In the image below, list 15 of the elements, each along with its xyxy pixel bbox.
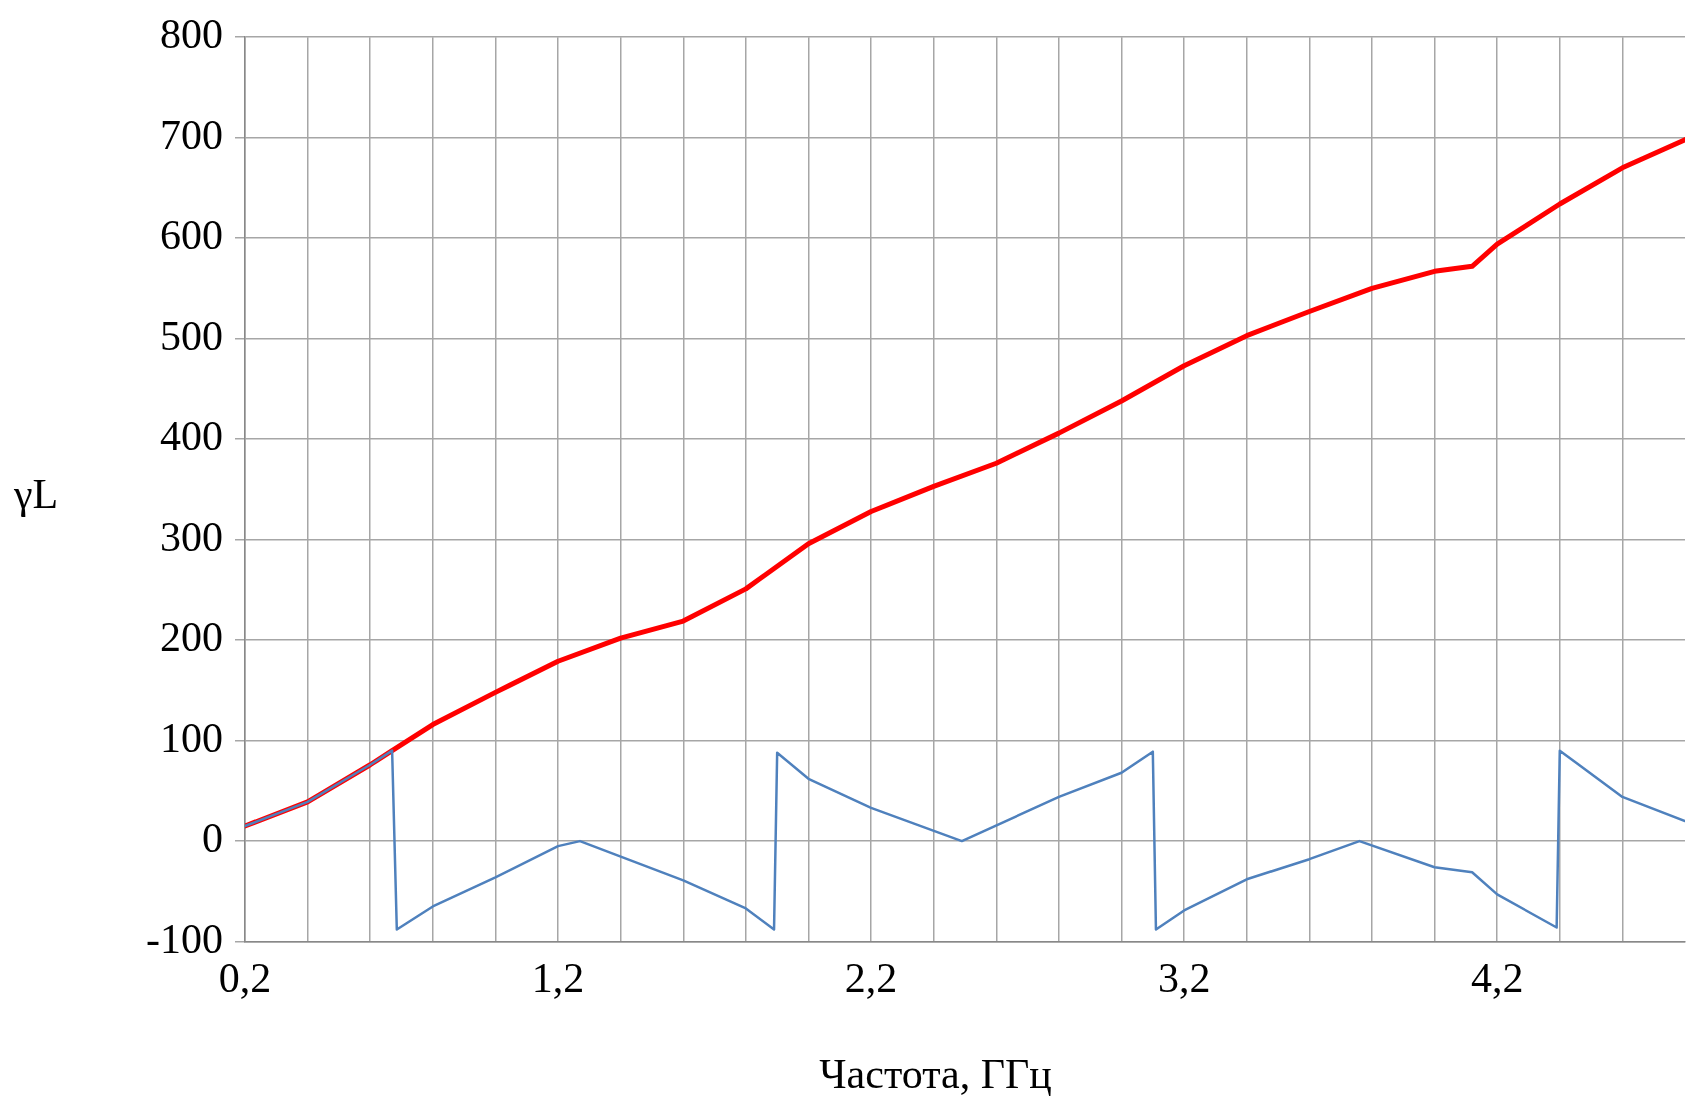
y-axis-title: γL [14, 470, 59, 518]
y-tick-label: 500 [159, 312, 223, 359]
y-tick-label: 0 [201, 815, 223, 862]
y-tick-label: 100 [159, 714, 223, 761]
y-tick-label: 300 [159, 513, 223, 560]
x-tick-label: 4,2 [1470, 954, 1524, 1001]
x-tick-label: 3,2 [1157, 954, 1211, 1001]
y-tick-label: 800 [159, 11, 223, 58]
x-tick-label: 1,2 [531, 954, 585, 1001]
x-axis-title: Частота, ГГц [818, 1050, 1053, 1098]
y-tick-label: 600 [159, 212, 223, 259]
y-tick-label: 700 [159, 111, 223, 158]
y-tick-label: 400 [159, 413, 223, 460]
y-tick-label: 200 [159, 614, 223, 661]
x-tick-label: 2,2 [844, 954, 898, 1001]
